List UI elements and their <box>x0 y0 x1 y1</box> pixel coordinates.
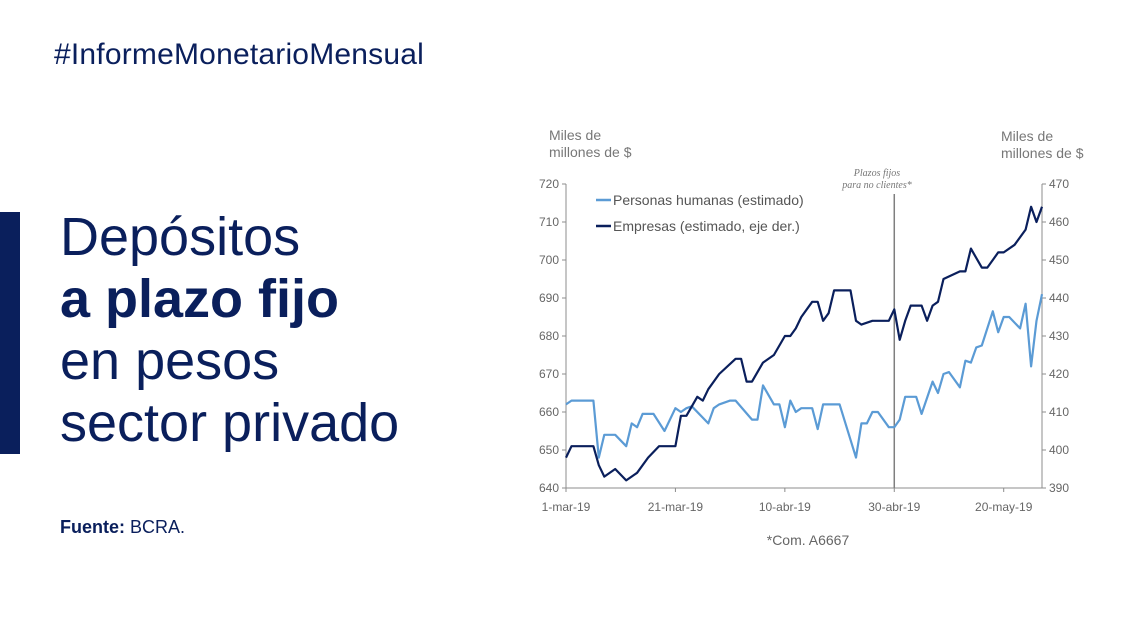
y-left-unit-line-2: millones de $ <box>549 144 632 160</box>
y-left-unit-line-1: Miles de <box>549 127 601 143</box>
y-left-tick-label: 650 <box>539 443 559 457</box>
accent-bar <box>0 212 20 454</box>
y-right-tick-label: 470 <box>1049 177 1069 191</box>
x-tick-label: 21-mar-19 <box>648 500 704 514</box>
y-right-tick-label: 400 <box>1049 443 1069 457</box>
y-right-tick-label: 450 <box>1049 253 1069 267</box>
slide-title: Depósitos a plazo fijo en pesos sector p… <box>60 206 399 454</box>
y-left-tick-label: 690 <box>539 291 559 305</box>
annotation-line-2: para no clientes* <box>841 180 911 191</box>
x-tick-label: 10-abr-19 <box>759 500 811 514</box>
source-note: Fuente: BCRA. <box>60 517 185 538</box>
y-left-tick-label: 710 <box>539 215 559 229</box>
y-right-tick-label: 420 <box>1049 367 1069 381</box>
y-right-unit-label: Miles de millones de $ <box>1001 128 1084 161</box>
y-left-unit-label: Miles de millones de $ <box>549 127 632 160</box>
annotation-marker: Plazos fijos para no clientes* <box>841 168 912 488</box>
source-label: Fuente: <box>60 517 125 537</box>
title-line-3: en pesos <box>60 331 280 391</box>
chart-footnote: *Com. A6667 <box>767 532 850 548</box>
y-left-tick-label: 660 <box>539 405 559 419</box>
title-line-1: Depósitos <box>60 207 301 267</box>
title-line-4: sector privado <box>60 393 400 453</box>
annotation-line-1: Plazos fijos <box>853 168 901 179</box>
y-left-tick-label: 680 <box>539 329 559 343</box>
series-lines <box>565 205 1044 482</box>
series-line-personas <box>565 293 1044 459</box>
title-line-2: a plazo fijo <box>60 269 340 329</box>
y-right-tick-label: 410 <box>1049 405 1069 419</box>
legend-label-personas: Personas humanas (estimado) <box>613 192 804 208</box>
y-left-tick-label: 700 <box>539 253 559 267</box>
y-right-unit-line-2: millones de $ <box>1001 145 1084 161</box>
source-value: BCRA. <box>130 517 186 537</box>
y-right-tick-label: 430 <box>1049 329 1069 343</box>
axes: 640 650 660 670 680 690 700 710 720 390 400 410 420 4… <box>539 177 1069 514</box>
x-tick-label: 20-may-19 <box>975 500 1033 514</box>
x-tick-label: 30-abr-19 <box>868 500 920 514</box>
y-left-tick-label: 720 <box>539 177 559 191</box>
y-right-unit-line-1: Miles de <box>1001 128 1053 144</box>
y-right-tick-label: 390 <box>1049 481 1069 495</box>
x-tick-label: 1-mar-19 <box>542 500 591 514</box>
legend: Personas humanas (estimado) Empresas (es… <box>596 192 804 234</box>
y-right-tick-label: 460 <box>1049 215 1069 229</box>
y-left-tick-label: 640 <box>539 481 559 495</box>
y-left-tick-label: 670 <box>539 367 559 381</box>
series-line-empresas <box>565 205 1044 482</box>
y-right-tick-label: 440 <box>1049 291 1069 305</box>
legend-label-empresas: Empresas (estimado, eje der.) <box>613 218 800 234</box>
hashtag-title: #InformeMonetarioMensual <box>54 38 424 71</box>
deposits-line-chart: Miles de millones de $ Miles de millones… <box>539 127 1084 548</box>
